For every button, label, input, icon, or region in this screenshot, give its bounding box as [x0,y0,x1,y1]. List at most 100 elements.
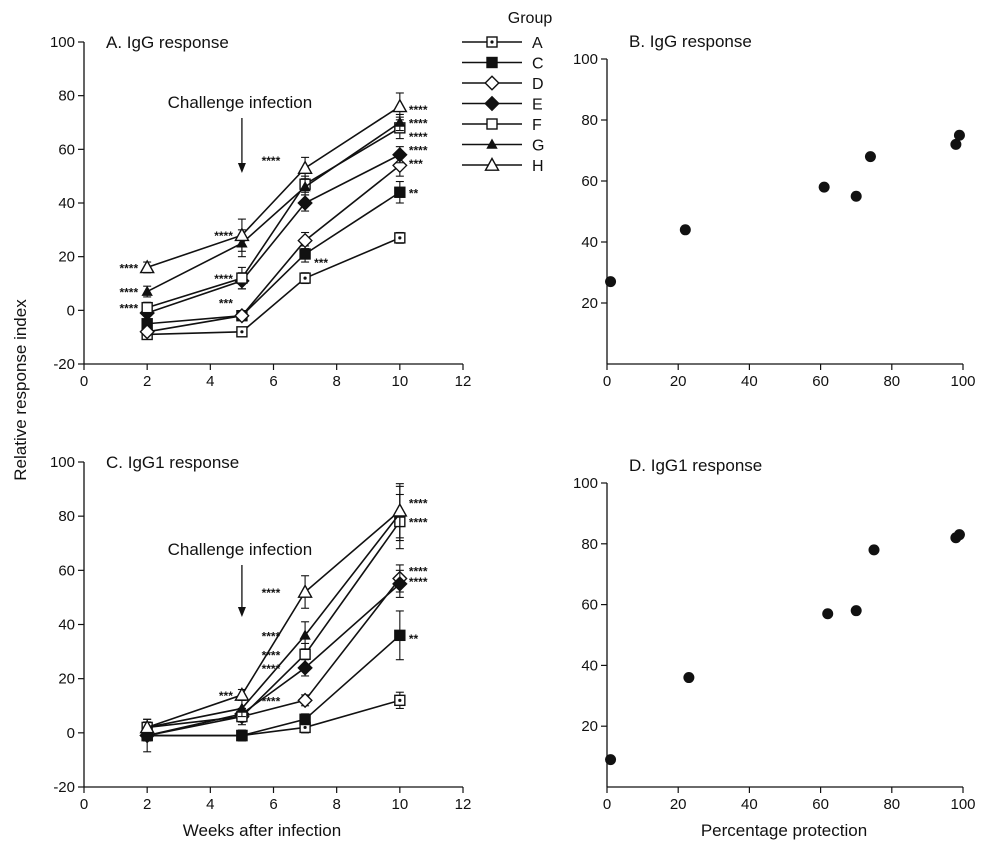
data-point [299,713,311,725]
x-tick-label: 0 [603,373,611,390]
series-line [147,634,401,737]
x-tick-label: 40 [741,373,758,390]
significance-marker: **** [262,694,281,708]
annotation-challenge-infection: Challenge infection [168,93,313,112]
data-point [392,146,408,163]
data-point [139,259,155,274]
data-point [605,276,617,288]
data-point [392,502,408,517]
annotation-arrowhead [237,163,246,173]
significance-marker: **** [262,586,281,600]
significance-marker: **** [262,154,281,168]
significance-marker: **** [214,272,233,286]
legend-title: Group [508,10,553,27]
series-a [141,231,406,341]
series-line [146,510,401,729]
x-tick-label: 6 [269,373,277,390]
data-point [679,224,691,236]
panel-title: D. IgG1 response [629,456,762,475]
y-tick-label: -20 [53,779,75,796]
data-point [392,576,408,592]
legend-marker [486,56,498,69]
series-line [147,521,401,729]
x-tick-label: 4 [206,373,214,390]
significance-marker: ** [409,632,419,646]
panel-d: 0 20 40 60 80 100 20 40 60 80 100 D. IgG1 response [573,456,976,813]
data-point [299,648,311,660]
series-line [147,512,401,729]
y-tick-label: 40 [58,617,75,634]
y-tick-label: 100 [573,475,598,492]
significance-marker: **** [119,286,138,300]
legend-marker [484,157,500,171]
x-tick-label: 12 [455,796,472,813]
data-point [953,129,965,141]
data-point [394,629,406,642]
data-point [234,307,250,324]
series-line [146,127,401,309]
data-point-dot [303,276,307,280]
legend-label: G [532,138,544,155]
data-point [818,181,830,193]
y-tick-label: 80 [58,88,75,105]
x-tick-label: 100 [950,373,975,390]
legend-label: C [532,56,544,73]
data-point [236,272,248,284]
series-line [146,121,401,293]
legend-marker [486,118,498,130]
x-tick-label: 60 [812,373,829,390]
legend-entry-c: C [462,56,544,73]
series-d [139,154,408,340]
x-tick-label: 60 [812,796,829,813]
series-e [139,146,408,321]
x-tick-label: 2 [143,796,151,813]
data-point [850,605,862,617]
series-line [146,105,401,269]
y-tick-label: 60 [581,597,598,614]
data-point [297,692,313,709]
data-point [950,138,962,150]
significance-marker: *** [219,296,233,310]
series-line [147,577,401,737]
panel-title: A. IgG response [106,33,229,52]
significance-marker: **** [409,516,428,530]
significance-marker: **** [409,130,428,144]
x-tick-label: 8 [332,796,340,813]
x-tick-label: 100 [950,796,975,813]
significance-marker: **** [262,629,281,643]
series-g [141,113,406,298]
significance-marker: **** [409,564,428,578]
x-tick-label: 80 [883,796,900,813]
data-point [392,98,408,113]
data-point [234,686,250,701]
data-point [953,529,965,541]
data-point [297,195,313,211]
x-axis-label-protection: Percentage protection [701,821,867,840]
y-tick-label: -20 [53,356,75,373]
legend-entry-g: G [462,138,544,155]
annotation-challenge-infection: Challenge infection [168,540,313,559]
x-tick-label: 20 [670,796,687,813]
data-point-dot [240,330,244,334]
y-tick-label: 100 [50,454,75,471]
legend-label: A [532,35,543,52]
significance-marker: *** [219,689,233,703]
significance-marker: *** [314,256,328,270]
panel-b: 0 20 40 60 80 100 20 40 60 80 100 B. IgG response [573,32,976,390]
data-point [683,672,695,684]
x-tick-label: 12 [455,373,472,390]
y-tick-label: 100 [50,34,75,51]
legend-entry-h: H [462,157,544,175]
significance-marker: **** [262,648,281,662]
data-point [297,160,313,175]
data-point [141,285,153,296]
panel-title: B. IgG response [629,32,752,51]
y-tick-label: 20 [581,718,598,735]
series-line [147,191,401,325]
x-tick-label: 0 [80,373,88,390]
series-line [146,583,401,737]
data-point-dot [398,698,402,702]
x-tick-label: 2 [143,373,151,390]
legend-label: E [532,97,543,114]
legend-marker [484,75,500,91]
